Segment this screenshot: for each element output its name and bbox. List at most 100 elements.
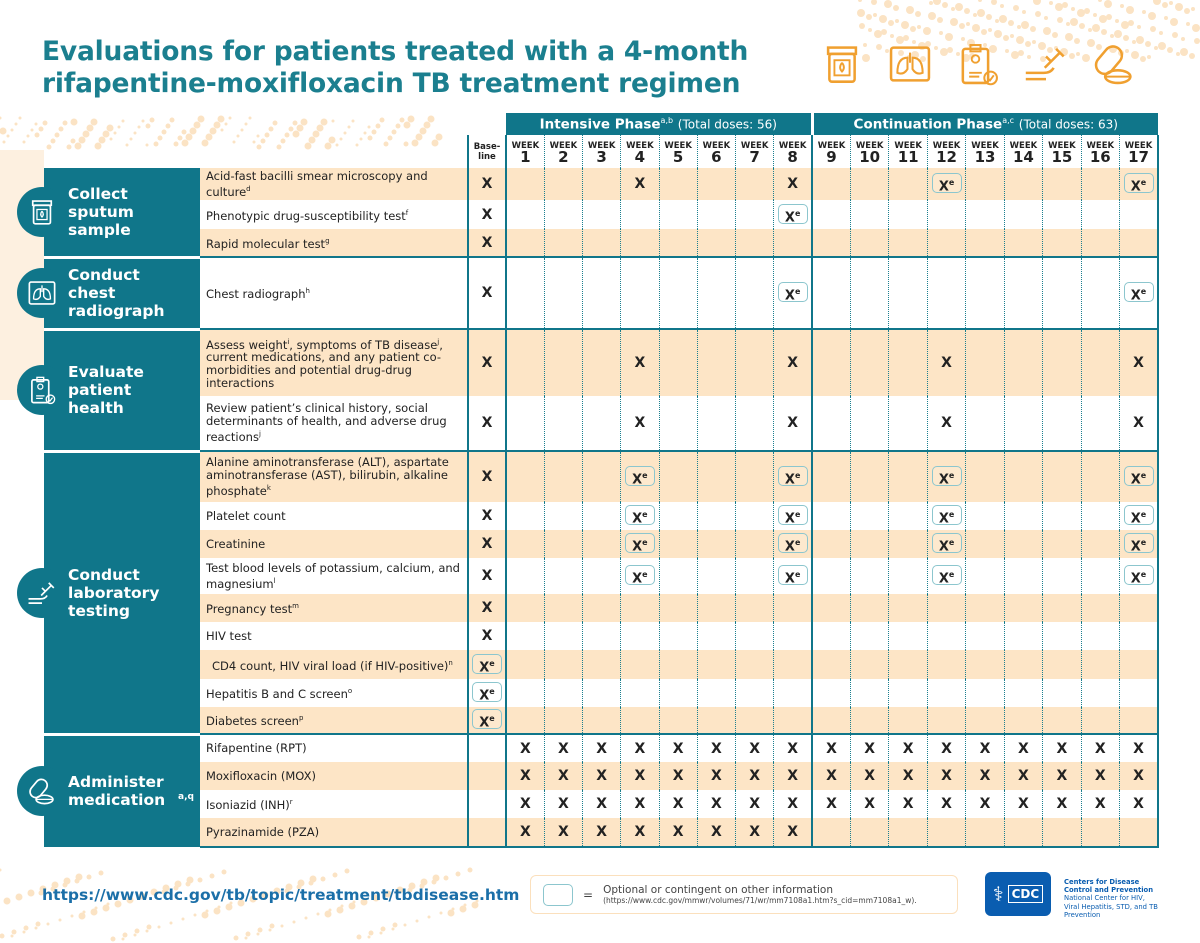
week-11-cell bbox=[888, 650, 928, 679]
week-15-cell bbox=[1042, 558, 1082, 594]
week-12-cell: Xe bbox=[927, 558, 967, 594]
week-13-cell bbox=[965, 450, 1005, 502]
required-mark: X bbox=[481, 508, 493, 524]
week-12-cell: X bbox=[927, 328, 967, 396]
week-8-cell: X bbox=[773, 396, 814, 451]
footnote-ref: e bbox=[489, 687, 495, 697]
week-10-cell bbox=[850, 530, 890, 558]
week-5-cell bbox=[659, 450, 698, 502]
cdc-center: National Center for HIV, Viral Hepatitis… bbox=[1064, 894, 1158, 919]
legend-source[interactable]: (https://www.cdc.gov/mmwr/volumes/71/wr/… bbox=[603, 896, 917, 905]
week-word: WEEK bbox=[664, 140, 692, 151]
week-15-cell: X bbox=[1042, 790, 1082, 818]
required-mark: X bbox=[557, 740, 569, 757]
week-6-cell: X bbox=[697, 790, 737, 818]
week-11-cell: X bbox=[888, 762, 928, 790]
week-number: 15 bbox=[1051, 147, 1073, 166]
mark-x: X bbox=[938, 511, 949, 527]
required-mark: X bbox=[481, 176, 493, 192]
evaluation-label: Test blood levels of potassium, calcium,… bbox=[200, 558, 468, 594]
footnote-ref: d bbox=[246, 184, 251, 193]
week-header-8: WEEK 8 bbox=[773, 135, 814, 168]
week-1-cell bbox=[506, 530, 545, 558]
page-title: Evaluations for patients treated with a … bbox=[42, 36, 748, 100]
header-icons bbox=[818, 40, 1138, 88]
week-5-cell bbox=[659, 558, 698, 594]
week-13-cell bbox=[965, 594, 1005, 622]
week-6-cell bbox=[697, 594, 737, 622]
week-17-cell bbox=[1119, 679, 1159, 707]
week-2-cell bbox=[544, 256, 584, 329]
lungs-icon bbox=[889, 46, 931, 82]
week-6-cell bbox=[697, 396, 737, 451]
footnote-ref: n bbox=[448, 658, 453, 667]
week-17-cell bbox=[1119, 818, 1159, 848]
required-mark: X bbox=[1133, 768, 1144, 784]
required-mark: X bbox=[941, 796, 952, 812]
footnote-ref: p bbox=[298, 714, 304, 723]
week-7-cell bbox=[735, 396, 775, 451]
week-6-cell: X bbox=[697, 818, 737, 848]
group-icon-badge bbox=[17, 365, 67, 415]
week-4-cell: X bbox=[620, 168, 660, 200]
week-11-cell bbox=[888, 328, 928, 396]
week-5-cell bbox=[659, 707, 698, 734]
footnote-ref: e bbox=[1140, 471, 1147, 481]
week-17-cell: X bbox=[1119, 790, 1159, 818]
week-11-cell bbox=[888, 594, 928, 622]
week-7-cell bbox=[735, 594, 775, 622]
footnote-ref: o bbox=[347, 687, 353, 696]
table-row: Creatinine X Xe Xe Xe Xe bbox=[44, 530, 1159, 558]
evaluation-label: Rifapentine (RPT) bbox=[200, 733, 468, 762]
optional-mark: Xe bbox=[624, 565, 655, 587]
week-2-cell bbox=[544, 650, 584, 679]
week-3-cell bbox=[582, 168, 622, 200]
week-10-cell bbox=[850, 650, 890, 679]
footnote-ref: e bbox=[642, 538, 648, 548]
treatment-url-link[interactable]: https://www.cdc.gov/tb/topic/treatment/t… bbox=[42, 886, 520, 904]
mark-x: X bbox=[632, 539, 643, 555]
week-4-cell: Xe bbox=[620, 502, 660, 530]
week-7-cell bbox=[735, 707, 775, 734]
week-13-cell bbox=[965, 328, 1005, 396]
mark-x: X bbox=[632, 472, 643, 488]
mark-x: X bbox=[632, 571, 643, 587]
required-mark: X bbox=[710, 740, 722, 757]
cdc-logo: ⚕ CDC bbox=[985, 872, 1051, 916]
required-mark: X bbox=[979, 796, 991, 812]
week-number: 3 bbox=[596, 147, 607, 166]
week-16-cell bbox=[1081, 328, 1121, 396]
week-4-cell bbox=[620, 594, 660, 622]
mark-x: X bbox=[479, 715, 490, 731]
week-7-cell bbox=[735, 679, 775, 707]
week-9-cell bbox=[812, 200, 851, 229]
week-3-cell bbox=[582, 558, 622, 594]
week-3-cell bbox=[582, 328, 622, 396]
required-mark: X bbox=[634, 355, 646, 371]
baseline-cell: X bbox=[467, 328, 507, 396]
group-conduct-laboratory-testing: Conduct laboratory testing bbox=[17, 449, 200, 734]
evaluation-label: Rapid molecular testg bbox=[200, 229, 468, 257]
footnote-ref: l bbox=[273, 576, 276, 585]
week-10-cell bbox=[850, 679, 890, 707]
week-4-cell bbox=[620, 256, 660, 329]
week-8-cell: X bbox=[773, 790, 814, 818]
footnote-ref: e bbox=[1140, 570, 1147, 580]
week-9-cell bbox=[812, 558, 851, 594]
required-mark: X bbox=[710, 796, 722, 812]
week-2-cell bbox=[544, 530, 584, 558]
footnote-ref: j bbox=[258, 430, 261, 439]
baseline-cell: X bbox=[467, 594, 507, 622]
week-word: WEEK bbox=[1009, 140, 1038, 151]
optional-mark: Xe bbox=[777, 505, 808, 527]
evaluation-label: Review patient’s clinical history, socia… bbox=[200, 396, 468, 451]
week-8-cell: X bbox=[773, 818, 814, 848]
optional-mark: Xe bbox=[777, 533, 808, 555]
week-5-cell bbox=[659, 502, 698, 530]
week-3-cell bbox=[582, 707, 622, 734]
week-header-10: WEEK 10 bbox=[850, 135, 890, 168]
required-mark: X bbox=[596, 740, 608, 757]
week-9-cell bbox=[812, 256, 851, 329]
week-16-cell bbox=[1081, 594, 1121, 622]
week-17-cell: Xe bbox=[1119, 502, 1159, 530]
